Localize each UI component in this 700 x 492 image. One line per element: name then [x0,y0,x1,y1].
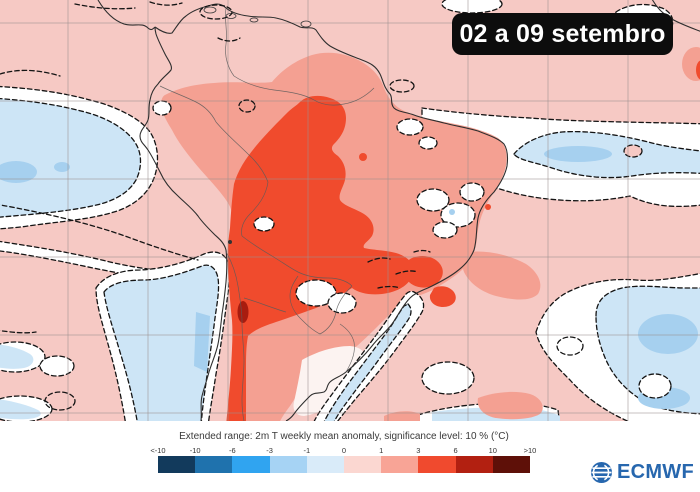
legend-color-segment [269,456,307,473]
legend-color-segment [195,456,233,473]
legend-ticks: <-10 -10 -6 -3 -1 0 1 3 6 10 >10 [150,446,536,455]
negative-anomaly-areas [0,97,700,421]
legend-color-segment [381,456,419,473]
legend-tick: 6 [453,446,458,455]
legend-tick: -1 [303,446,311,455]
legend-color-segment [306,456,345,473]
legend-tick: -3 [266,446,273,455]
legend-colorbar [158,456,531,473]
legend-tick: 10 [488,446,497,455]
ecmwf-logo-text: ECMWF [616,461,694,483]
anomaly-map-svg [0,0,700,421]
graticule [0,0,700,421]
legend-tick: -6 [229,446,236,455]
legend-color-segment [158,456,196,473]
legend-tick: <-10 [150,446,166,455]
legend-tick: >10 [523,446,537,455]
ecmwf-globe-icon [590,461,612,484]
date-range-label: 02 a 09 setembro [459,19,666,48]
date-range-badge: 02 a 09 setembro [452,13,673,55]
legend-color-segment [344,456,382,473]
legend-title: Extended range: 2m T weekly mean anomaly… [179,431,509,442]
legend-tick: -10 [189,446,201,455]
legend-tick: 0 [341,446,347,455]
anomaly-map [0,0,700,421]
legend-color-segment [492,456,531,473]
land-nonsignificant-white [152,100,485,421]
legend-color-segment [455,456,493,473]
legend-color-segment [232,456,270,473]
legend-color-segment [418,456,456,473]
ecmwf-logo: ECMWF [590,461,694,484]
legend: Extended range: 2m T weekly mean anomaly… [0,428,700,480]
legend-tick: 1 [379,446,384,455]
legend-tick: 3 [416,446,421,455]
coastlines-and-borders [97,0,700,421]
significance-contours [0,1,431,411]
